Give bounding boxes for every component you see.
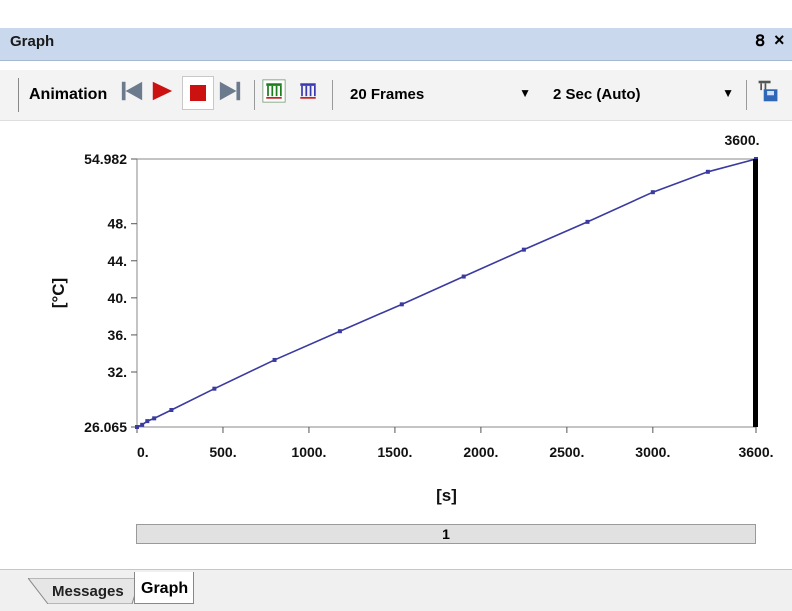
play-icon[interactable] [150,79,174,103]
x-tick-label: 2500. [549,444,584,460]
x-tick-label: 1000. [291,444,326,460]
x-tick-label: 1500. [377,444,412,460]
animation-controls: Animation [18,78,249,112]
data-point [521,247,526,252]
pin-icon[interactable]: 𝟪 [755,33,766,50]
current-time-marker[interactable] [753,159,758,427]
tab-messages[interactable]: Messages [28,578,140,604]
bottom-tab-strip: Messages Graph [0,569,792,611]
frames-dropdown[interactable]: 20 Frames ▼ [342,82,537,108]
tab-shape [28,578,140,604]
stop-icon [190,85,206,101]
y-tick-label: 32. [108,364,127,380]
data-point [169,407,174,412]
x-tick-label: 500. [209,444,236,460]
duration-value: 2 Sec (Auto) [553,86,641,103]
chevron-down-icon: ▼ [722,86,734,100]
data-point [135,425,139,429]
distributed-frames-icon[interactable] [262,79,286,103]
data-point [152,416,157,421]
y-tick-label: 54.982 [84,151,127,167]
animation-toolbar: Animation 20 Frame [0,70,792,121]
temperature-vs-time-chart: 26.065 32. 36. 40. 44. 48. 54.982 0. 500. 1000. 1… [49,132,774,505]
frames-value: 20 Frames [350,86,425,103]
y-tick-label: 40. [108,290,127,306]
y-tick-label: 36. [108,327,127,343]
duration-dropdown[interactable]: 2 Sec (Auto) ▼ [545,82,740,108]
series-line [136,158,757,428]
data-point [272,357,277,362]
data-point [140,422,145,427]
y-tick-label: 44. [108,253,127,269]
panel-title: Graph [10,33,55,50]
skip-to-start-icon[interactable] [120,79,144,103]
plot-frame [136,158,757,428]
graph-canvas [0,121,792,569]
panel-header [0,28,792,61]
tab-graph-label: Graph [141,580,189,597]
toolbar-separator [254,80,255,110]
current-time-label: 3600. [724,132,759,148]
data-point [650,190,655,195]
x-tick-label: 2000. [463,444,498,460]
stop-button[interactable] [182,76,214,110]
x-tick-label: 0. [137,444,149,460]
data-point [585,219,590,224]
chevron-down-icon: ▼ [519,86,531,100]
frame-number: 1 [442,526,450,542]
toolbar-separator [746,80,747,110]
x-tick-label: 3000. [635,444,670,460]
data-point [705,169,710,174]
x-tick-label: 3600. [738,444,773,460]
export-video-icon[interactable] [756,79,780,103]
toolbar-separator [332,80,333,110]
data-point [212,386,217,391]
y-tick-label: 26.065 [84,419,127,435]
animation-frame-bar[interactable]: 1 [136,524,756,544]
data-point [145,419,150,424]
close-icon[interactable]: × [774,30,785,50]
skip-to-end-icon[interactable] [218,79,242,103]
x-axis-label: [s] [436,486,457,505]
y-axis-label: [°C] [49,278,68,308]
data-point [461,274,466,279]
animation-label: Animation [29,86,108,103]
panel-titlebar: Graph 𝟪 × [0,0,792,68]
y-tick-label: 48. [108,216,127,232]
tab-graph[interactable]: Graph [134,572,194,604]
tab-messages-label: Messages [52,583,124,600]
result-frames-icon[interactable] [296,79,320,103]
data-point [399,302,404,307]
data-point [337,329,342,334]
